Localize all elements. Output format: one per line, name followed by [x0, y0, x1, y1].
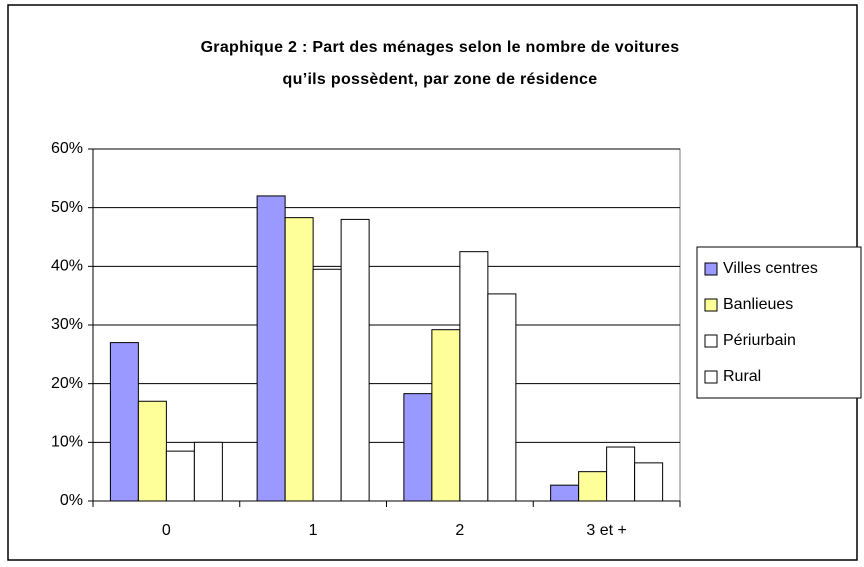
y-tick-label: 30% — [51, 316, 83, 333]
bar — [550, 484, 580, 502]
bar — [193, 441, 223, 502]
legend-swatch — [704, 370, 718, 384]
bar — [284, 217, 314, 502]
bar — [606, 446, 636, 502]
legend-swatch — [704, 334, 718, 348]
y-tick-label: 10% — [51, 434, 83, 451]
chart-title: qu’ils possèdent, par zone de résidence — [283, 71, 598, 88]
y-tick-label: 60% — [51, 140, 83, 157]
x-tick-label: 1 — [309, 522, 318, 539]
legend-swatch — [704, 298, 718, 312]
legend-label: Périurbain — [723, 332, 796, 349]
x-tick-label: 2 — [455, 522, 464, 539]
y-tick-label: 20% — [51, 375, 83, 392]
bar — [403, 393, 433, 502]
bar — [459, 251, 489, 502]
y-tick-label: 40% — [51, 258, 83, 275]
bar — [487, 293, 517, 502]
chart-title: Graphique 2 : Part des ménages selon le … — [201, 39, 680, 56]
x-tick-label: 0 — [162, 522, 171, 539]
legend-swatch — [704, 262, 718, 276]
legend-label: Villes centres — [723, 260, 818, 277]
bar — [137, 400, 167, 502]
legend-box — [696, 246, 862, 399]
bar — [256, 195, 286, 502]
bar — [634, 462, 664, 502]
x-tick-label: 3 et + — [586, 522, 626, 539]
y-tick-label: 50% — [51, 199, 83, 216]
bar — [109, 342, 139, 502]
bar — [340, 218, 370, 502]
legend-label: Rural — [723, 368, 761, 385]
bar — [165, 450, 195, 502]
y-tick-label: 0% — [60, 492, 83, 509]
legend-label: Banlieues — [723, 296, 793, 313]
bar — [431, 329, 461, 502]
bar — [312, 268, 342, 502]
bar — [578, 471, 608, 502]
